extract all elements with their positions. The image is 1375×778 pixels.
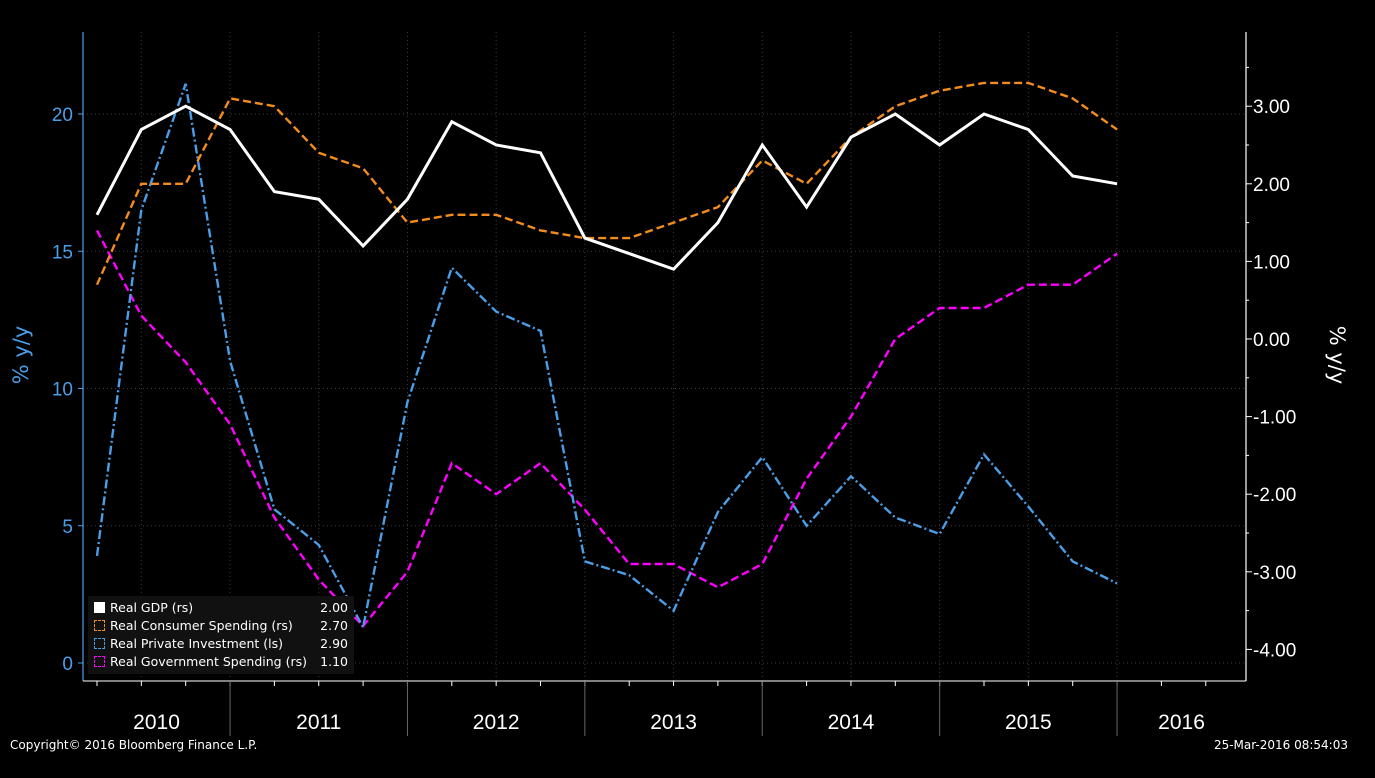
series-line-real-private-investment-ls bbox=[95, 83, 1118, 631]
x-axis-year-label: 2014 bbox=[828, 711, 875, 734]
right-axis-tick-label: -4.00 bbox=[1253, 640, 1296, 661]
left-axis-tick-label: 20 bbox=[52, 105, 73, 126]
left-axis-tick-label: 0 bbox=[62, 654, 73, 675]
legend-swatch-consumer bbox=[94, 619, 105, 631]
legend-label: Real Consumer Spending (rs) bbox=[110, 617, 293, 633]
legend-item-investment: Real Private Investment (ls) 2.90 bbox=[94, 635, 348, 651]
right-axis-label: % y/y bbox=[1325, 326, 1349, 385]
x-axis-year-label: 2012 bbox=[473, 711, 520, 734]
legend-item-government: Real Government Spending (rs) 1.10 bbox=[94, 653, 348, 669]
right-axis-tick-label: 3.00 bbox=[1253, 97, 1290, 118]
left-axis-tick-label: 10 bbox=[52, 380, 73, 401]
right-axis-tick-label: -1.00 bbox=[1253, 408, 1296, 429]
legend-swatch-government bbox=[94, 655, 105, 667]
legend-item-consumer: Real Consumer Spending (rs) 2.70 bbox=[94, 617, 348, 633]
timestamp-text: 25-Mar-2016 08:54:03 bbox=[1213, 738, 1348, 752]
x-axis-year-label: 2013 bbox=[650, 711, 697, 734]
x-axis-year-label: 2015 bbox=[1005, 711, 1052, 734]
legend-value: 2.00 bbox=[320, 599, 348, 615]
legend-value: 2.90 bbox=[320, 635, 348, 651]
series-line-real-consumer-spending-rs bbox=[95, 81, 1118, 286]
legend-swatch-investment bbox=[94, 637, 105, 649]
left-axis-tick-label: 5 bbox=[62, 517, 73, 538]
x-axis-year-label: 2011 bbox=[296, 711, 341, 734]
left-axis-tick-label: 15 bbox=[52, 242, 73, 263]
legend-item-gdp: Real GDP (rs) 2.00 bbox=[94, 599, 348, 615]
legend-label: Real GDP (rs) bbox=[110, 599, 194, 615]
right-axis-tick-label: -2.00 bbox=[1253, 485, 1296, 506]
x-axis-year-label: 2016 bbox=[1158, 711, 1205, 734]
legend-swatch-gdp bbox=[94, 601, 105, 613]
right-axis-tick-label: 1.00 bbox=[1253, 252, 1290, 273]
right-axis-tick-label: 2.00 bbox=[1253, 175, 1290, 196]
x-axis-year-label: 2010 bbox=[133, 711, 180, 734]
right-axis-tick-label: -3.00 bbox=[1253, 563, 1296, 584]
copyright-text: Copyright© 2016 Bloomberg Finance L.P. bbox=[10, 738, 258, 752]
chart-legend: Real GDP (rs) 2.00 Real Consumer Spendin… bbox=[88, 596, 354, 674]
legend-value: 1.10 bbox=[320, 653, 348, 669]
legend-value: 2.70 bbox=[320, 617, 348, 633]
legend-label: Real Government Spending (rs) bbox=[110, 653, 307, 669]
series-line-real-gdp-rs bbox=[95, 104, 1118, 271]
right-axis-tick-label: 0.00 bbox=[1253, 330, 1290, 351]
legend-label: Real Private Investment (ls) bbox=[110, 635, 283, 651]
left-axis-label: % y/y bbox=[9, 326, 33, 385]
